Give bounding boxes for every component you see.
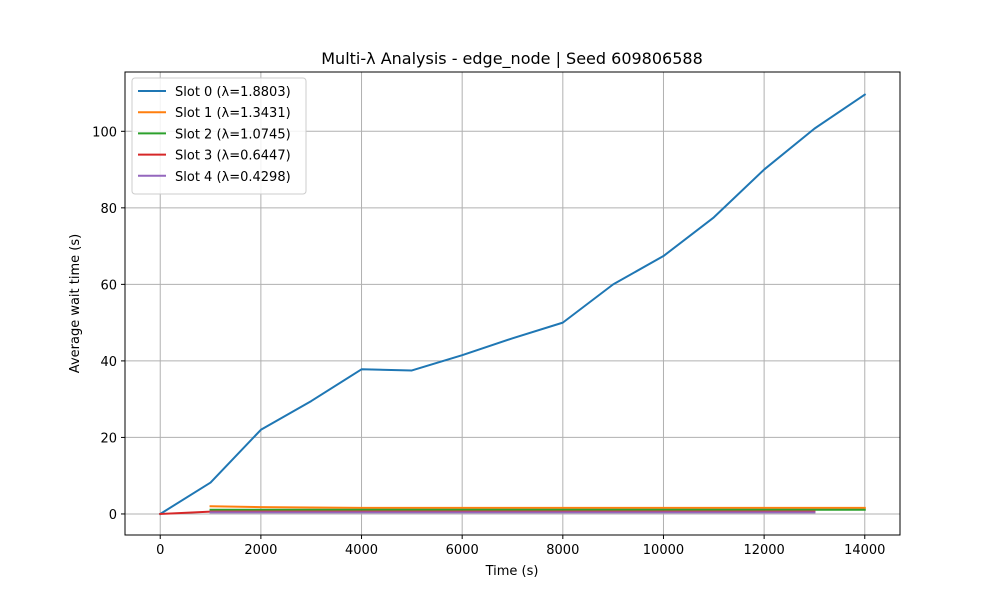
x-tick-label: 2000 (244, 543, 277, 558)
x-tick-label: 4000 (345, 543, 378, 558)
legend-label-slot-1: Slot 1 (λ=1.3431) (175, 106, 291, 121)
y-tick-label: 40 (100, 355, 117, 370)
x-tick-label: 10000 (643, 543, 684, 558)
x-axis-label: Time (s) (485, 564, 539, 579)
y-tick-label: 100 (92, 125, 117, 140)
x-tick-label: 0 (156, 543, 164, 558)
y-tick-label: 20 (100, 431, 117, 446)
legend-box (131, 77, 307, 195)
x-tick-label: 12000 (743, 543, 784, 558)
chart-title: Multi-λ Analysis - edge_node | Seed 6098… (321, 49, 703, 69)
legend: Slot 0 (λ=1.8803) Slot 1 (λ=1.3431) Slot 2… (131, 77, 307, 195)
plot-frame (124, 71, 901, 536)
legend-label-slot-2: Slot 2 (λ=1.0745) (175, 127, 291, 142)
y-tick-label: 80 (100, 202, 117, 217)
y-ticks: 0 20 40 60 80 100 (92, 125, 125, 523)
legend-label-slot-0: Slot 0 (λ=1.8803) (175, 85, 291, 100)
x-ticks: 0 2000 4000 6000 8000 10000 12000 14000 (156, 535, 885, 558)
series-line-slot-0 (158, 93, 867, 516)
y-tick-label: 60 (100, 278, 117, 293)
legend-label-slot-3: Slot 3 (λ=0.6447) (175, 149, 291, 164)
y-axis-label: Average wait time (s) (68, 234, 83, 373)
y-tick-label: 0 (109, 508, 117, 523)
x-tick-label: 14000 (844, 543, 885, 558)
x-tick-label: 8000 (546, 543, 579, 558)
series-layer (158, 93, 867, 516)
legend-label-slot-4: Slot 4 (λ=0.4298) (175, 170, 291, 185)
x-tick-label: 6000 (446, 543, 479, 558)
series-line-slot-1 (209, 505, 866, 509)
grid (125, 72, 900, 535)
